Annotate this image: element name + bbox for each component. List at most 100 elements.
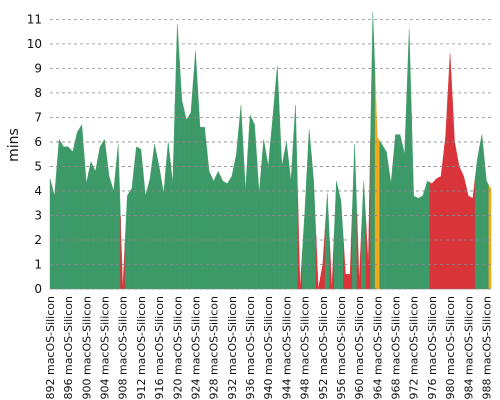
x-tick-label: #988 macOS-Silicon <box>480 296 493 400</box>
x-tick-label: #972 macOS-Silicon <box>408 296 421 400</box>
area-segment <box>102 138 108 290</box>
area-segment <box>465 185 471 290</box>
x-tick-label: #956 macOS-Silicon <box>335 296 348 400</box>
area-segment <box>256 159 262 290</box>
area-segment <box>411 112 417 290</box>
area-segment <box>165 141 171 290</box>
x-tick-label: #948 macOS-Silicon <box>299 296 312 400</box>
x-tick-label: #924 macOS-Silicon <box>189 296 202 400</box>
area-segment <box>365 138 371 290</box>
area-segment <box>49 178 53 290</box>
x-tick-label: #900 macOS-Silicon <box>80 296 93 400</box>
area-segment <box>220 176 226 290</box>
x-tick-label: #984 macOS-Silicon <box>462 296 475 400</box>
area-segment <box>111 167 117 290</box>
area-segment <box>456 154 462 290</box>
x-tick-label: #964 macOS-Silicon <box>371 296 384 400</box>
y-tick-label: 8 <box>34 86 42 100</box>
y-tick-label: 7 <box>34 110 42 124</box>
x-tick-label: #940 macOS-Silicon <box>262 296 275 400</box>
area-segment <box>152 144 158 290</box>
area-segment <box>420 188 426 290</box>
area-segment <box>415 196 421 290</box>
area-segment <box>74 127 80 290</box>
y-tick-label: 9 <box>34 61 42 75</box>
area-segment <box>170 103 176 290</box>
area-segment <box>402 91 408 290</box>
area-segment <box>470 178 476 290</box>
area-segment <box>393 134 398 290</box>
area-segment <box>361 181 367 290</box>
y-tick-label: 6 <box>34 135 42 149</box>
area-segment <box>92 159 98 290</box>
area-segment <box>329 235 335 290</box>
x-tick-label: #912 macOS-Silicon <box>135 296 148 400</box>
area-segment <box>288 143 294 290</box>
area-segment <box>374 74 380 290</box>
area-segment <box>56 138 62 290</box>
area-segment <box>488 184 492 290</box>
area-segment <box>447 53 453 290</box>
area-segment <box>429 180 435 290</box>
area-segment <box>347 209 353 290</box>
y-tick-label: 0 <box>34 282 42 296</box>
area-segment <box>379 139 385 290</box>
area-segment <box>270 91 276 290</box>
area-segment <box>97 142 103 290</box>
area-segment <box>188 81 194 290</box>
area-segment <box>370 11 376 290</box>
area-segment <box>179 62 185 290</box>
area-segment <box>479 134 485 290</box>
area-segment <box>174 24 180 290</box>
y-axis-label: mins <box>6 128 22 162</box>
x-tick-label: #944 macOS-Silicon <box>280 296 293 400</box>
area-segment <box>302 172 308 290</box>
area-segment <box>343 237 348 290</box>
area-segment <box>138 147 144 290</box>
x-tick-label: #952 macOS-Silicon <box>317 296 330 400</box>
area-segment <box>238 105 244 290</box>
area-segment <box>156 155 162 290</box>
area-segment <box>433 177 439 290</box>
area-segment <box>65 146 71 290</box>
area-segment <box>315 235 321 290</box>
area-segment <box>224 179 230 290</box>
area-segment <box>243 148 248 290</box>
area-segment <box>461 171 467 290</box>
area-segment <box>311 155 317 290</box>
area-segment <box>61 142 67 290</box>
area-segment <box>297 197 303 290</box>
area-segment <box>197 89 203 290</box>
x-tick-label: #980 macOS-Silicon <box>444 296 457 400</box>
area-segment <box>247 114 253 290</box>
area-segment <box>229 165 235 290</box>
area-segment <box>79 124 85 290</box>
area-segment <box>52 167 58 290</box>
area-segment <box>120 216 126 290</box>
area-segment <box>293 105 298 290</box>
area-segment <box>215 170 221 290</box>
area-segment <box>211 176 217 290</box>
x-tick-label: #908 macOS-Silicon <box>117 296 130 400</box>
area-segment <box>274 65 280 290</box>
area-segment <box>474 146 480 290</box>
area-segment <box>356 213 362 290</box>
area-segment <box>333 181 339 290</box>
y-tick-label: 5 <box>34 159 42 173</box>
area-segment <box>252 119 258 290</box>
y-tick-label: 2 <box>34 233 42 247</box>
area-layer <box>49 11 492 290</box>
y-tick-label: 10 <box>27 37 42 51</box>
area-segment <box>233 129 239 290</box>
y-tick-label: 11 <box>27 12 42 26</box>
x-tick-label: #892 macOS-Silicon <box>44 296 57 400</box>
x-tick-label: #896 macOS-Silicon <box>62 296 75 400</box>
area-segment <box>320 228 326 290</box>
area-segment <box>88 160 94 290</box>
x-tick-label: #968 macOS-Silicon <box>390 296 403 400</box>
area-segment <box>306 129 312 290</box>
area-segment <box>133 146 139 290</box>
x-tick-label: #936 macOS-Silicon <box>244 296 257 400</box>
x-tick-label: #932 macOS-Silicon <box>226 296 239 400</box>
